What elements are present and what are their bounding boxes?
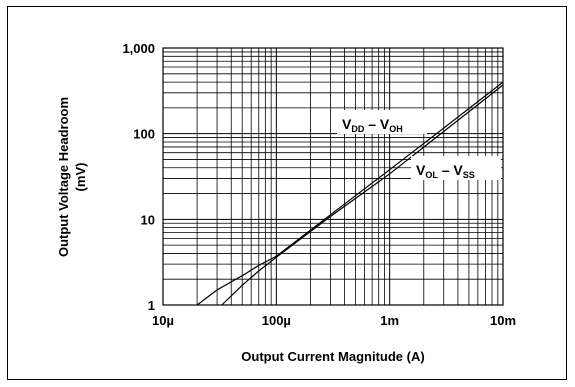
y-axis-label: Output Voltage Headroom xyxy=(56,97,71,257)
series-2-label-v: V xyxy=(416,162,426,178)
series-line-2 xyxy=(221,84,504,306)
x-axis-label: Output Current Magnitude (A) xyxy=(241,349,424,364)
y-tick-label: 1 xyxy=(148,298,155,313)
series-1-label-v: V xyxy=(342,116,352,132)
series-label-vol-vss: VOL – VSS xyxy=(411,156,501,180)
series-2-label-sub1: OL xyxy=(425,170,438,180)
svg-text:VDD – VOH: VDD – VOH xyxy=(342,116,403,134)
series-line-1 xyxy=(196,81,504,306)
series-1-label-dash: – V xyxy=(364,116,390,132)
y-tick-label: 1,000 xyxy=(122,41,155,56)
curves xyxy=(196,81,504,306)
x-tick-label: 100µ xyxy=(262,313,291,328)
series-1-label-sub1: DD xyxy=(351,124,364,134)
y-tick-label: 10 xyxy=(141,212,155,227)
chart-frame xyxy=(7,6,567,380)
y-tick-labels: 1 10 100 1,000 xyxy=(122,41,155,313)
x-tick-label: 1m xyxy=(380,313,399,328)
x-tick-label: 10m xyxy=(490,313,516,328)
x-tick-labels: 10µ 100µ 1m 10m xyxy=(152,313,516,328)
y-axis-unit: (mV) xyxy=(73,163,88,192)
series-2-label-dash: – V xyxy=(438,162,464,178)
series-1-label-sub2: OH xyxy=(389,124,403,134)
x-tick-label: 10µ xyxy=(152,313,174,328)
svg-text:VOL – VSS: VOL – VSS xyxy=(416,162,475,180)
y-tick-label: 100 xyxy=(133,127,155,142)
plot-area-border xyxy=(162,47,504,306)
series-label-vdd-voh: VDD – VOH xyxy=(337,110,427,134)
series-2-label-sub2: SS xyxy=(463,170,475,180)
